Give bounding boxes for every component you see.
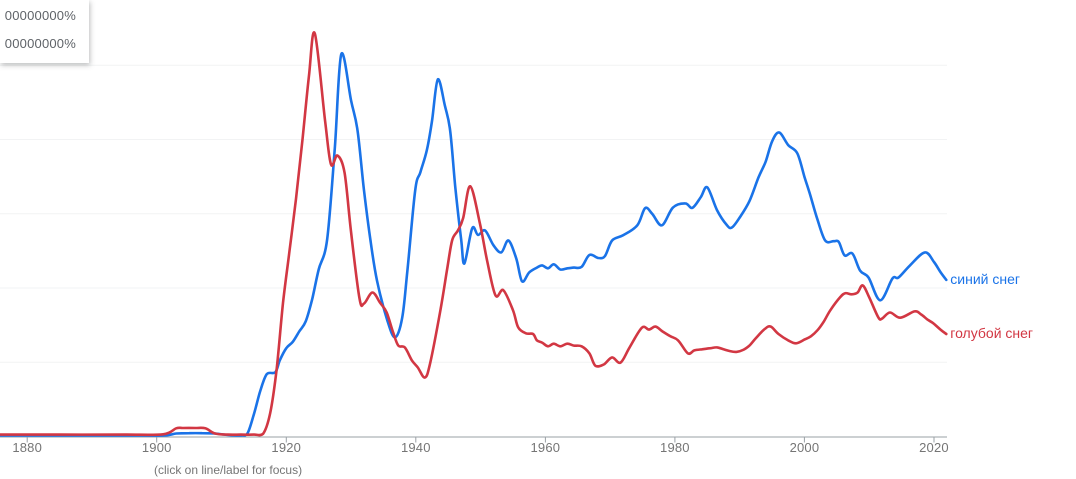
focus-hint-caption: (click on line/label for focus) [154, 463, 303, 477]
tooltip-value-line-1: 00000000% [4, 8, 76, 23]
hover-tooltip: 00000000% 00000000% [0, 0, 89, 63]
series-line-1[interactable] [0, 52, 948, 437]
series-label-goluboy-sneg[interactable]: голубой снег [950, 325, 1034, 342]
x-tick-label: 2000 [789, 440, 820, 455]
x-tick-label: 1980 [660, 440, 690, 455]
x-tick-label: 1940 [400, 440, 431, 455]
x-tick-label: 1920 [271, 440, 302, 455]
x-tick-label: 1960 [530, 440, 561, 455]
x-tick-label: 1900 [141, 440, 172, 455]
series-label-siniy-sneg[interactable]: синий снег [950, 270, 1020, 287]
series-line-2[interactable] [0, 31, 948, 437]
tooltip-value-line-2: 00000000% [4, 36, 76, 51]
x-tick-label: 1880 [12, 440, 43, 455]
x-tick-label: 2020 [919, 440, 949, 455]
